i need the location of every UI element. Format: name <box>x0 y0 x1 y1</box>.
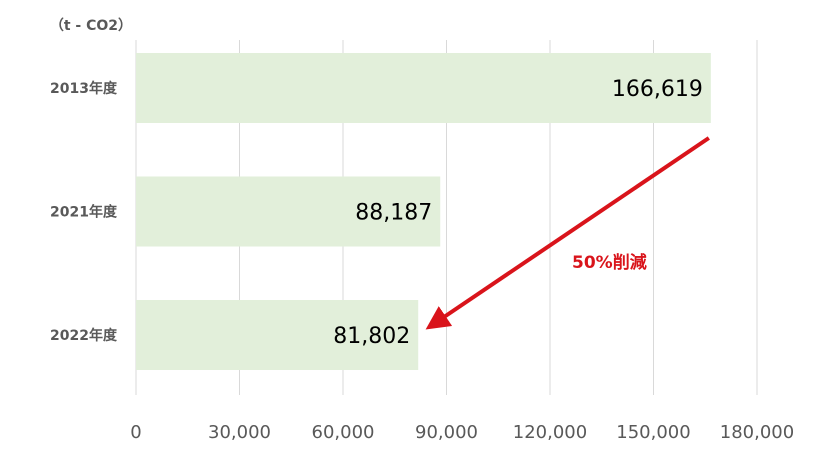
x-tick-label: 90,000 <box>415 422 478 443</box>
reduction-arrow <box>425 136 710 330</box>
x-tick-label: 120,000 <box>513 422 587 443</box>
x-tick-label: 180,000 <box>720 422 794 443</box>
bar <box>136 176 441 247</box>
category-label: 2022年度 <box>50 327 118 344</box>
x-tick-label: 150,000 <box>616 422 690 443</box>
category-label: 2013年度 <box>50 80 118 97</box>
data-label: 81,802 <box>333 324 410 349</box>
x-tick-label: 30,000 <box>208 422 271 443</box>
category-label: 2021年度 <box>50 204 118 221</box>
data-label: 166,619 <box>612 77 703 102</box>
data-label: 88,187 <box>355 201 432 226</box>
x-tick-label: 60,000 <box>312 422 375 443</box>
bar <box>136 53 711 123</box>
x-tick-label: 0 <box>130 422 141 443</box>
bar <box>136 300 419 370</box>
unit-label: （t - CO2） <box>50 18 132 34</box>
reduction-annotation: 50%削減 <box>572 252 647 273</box>
